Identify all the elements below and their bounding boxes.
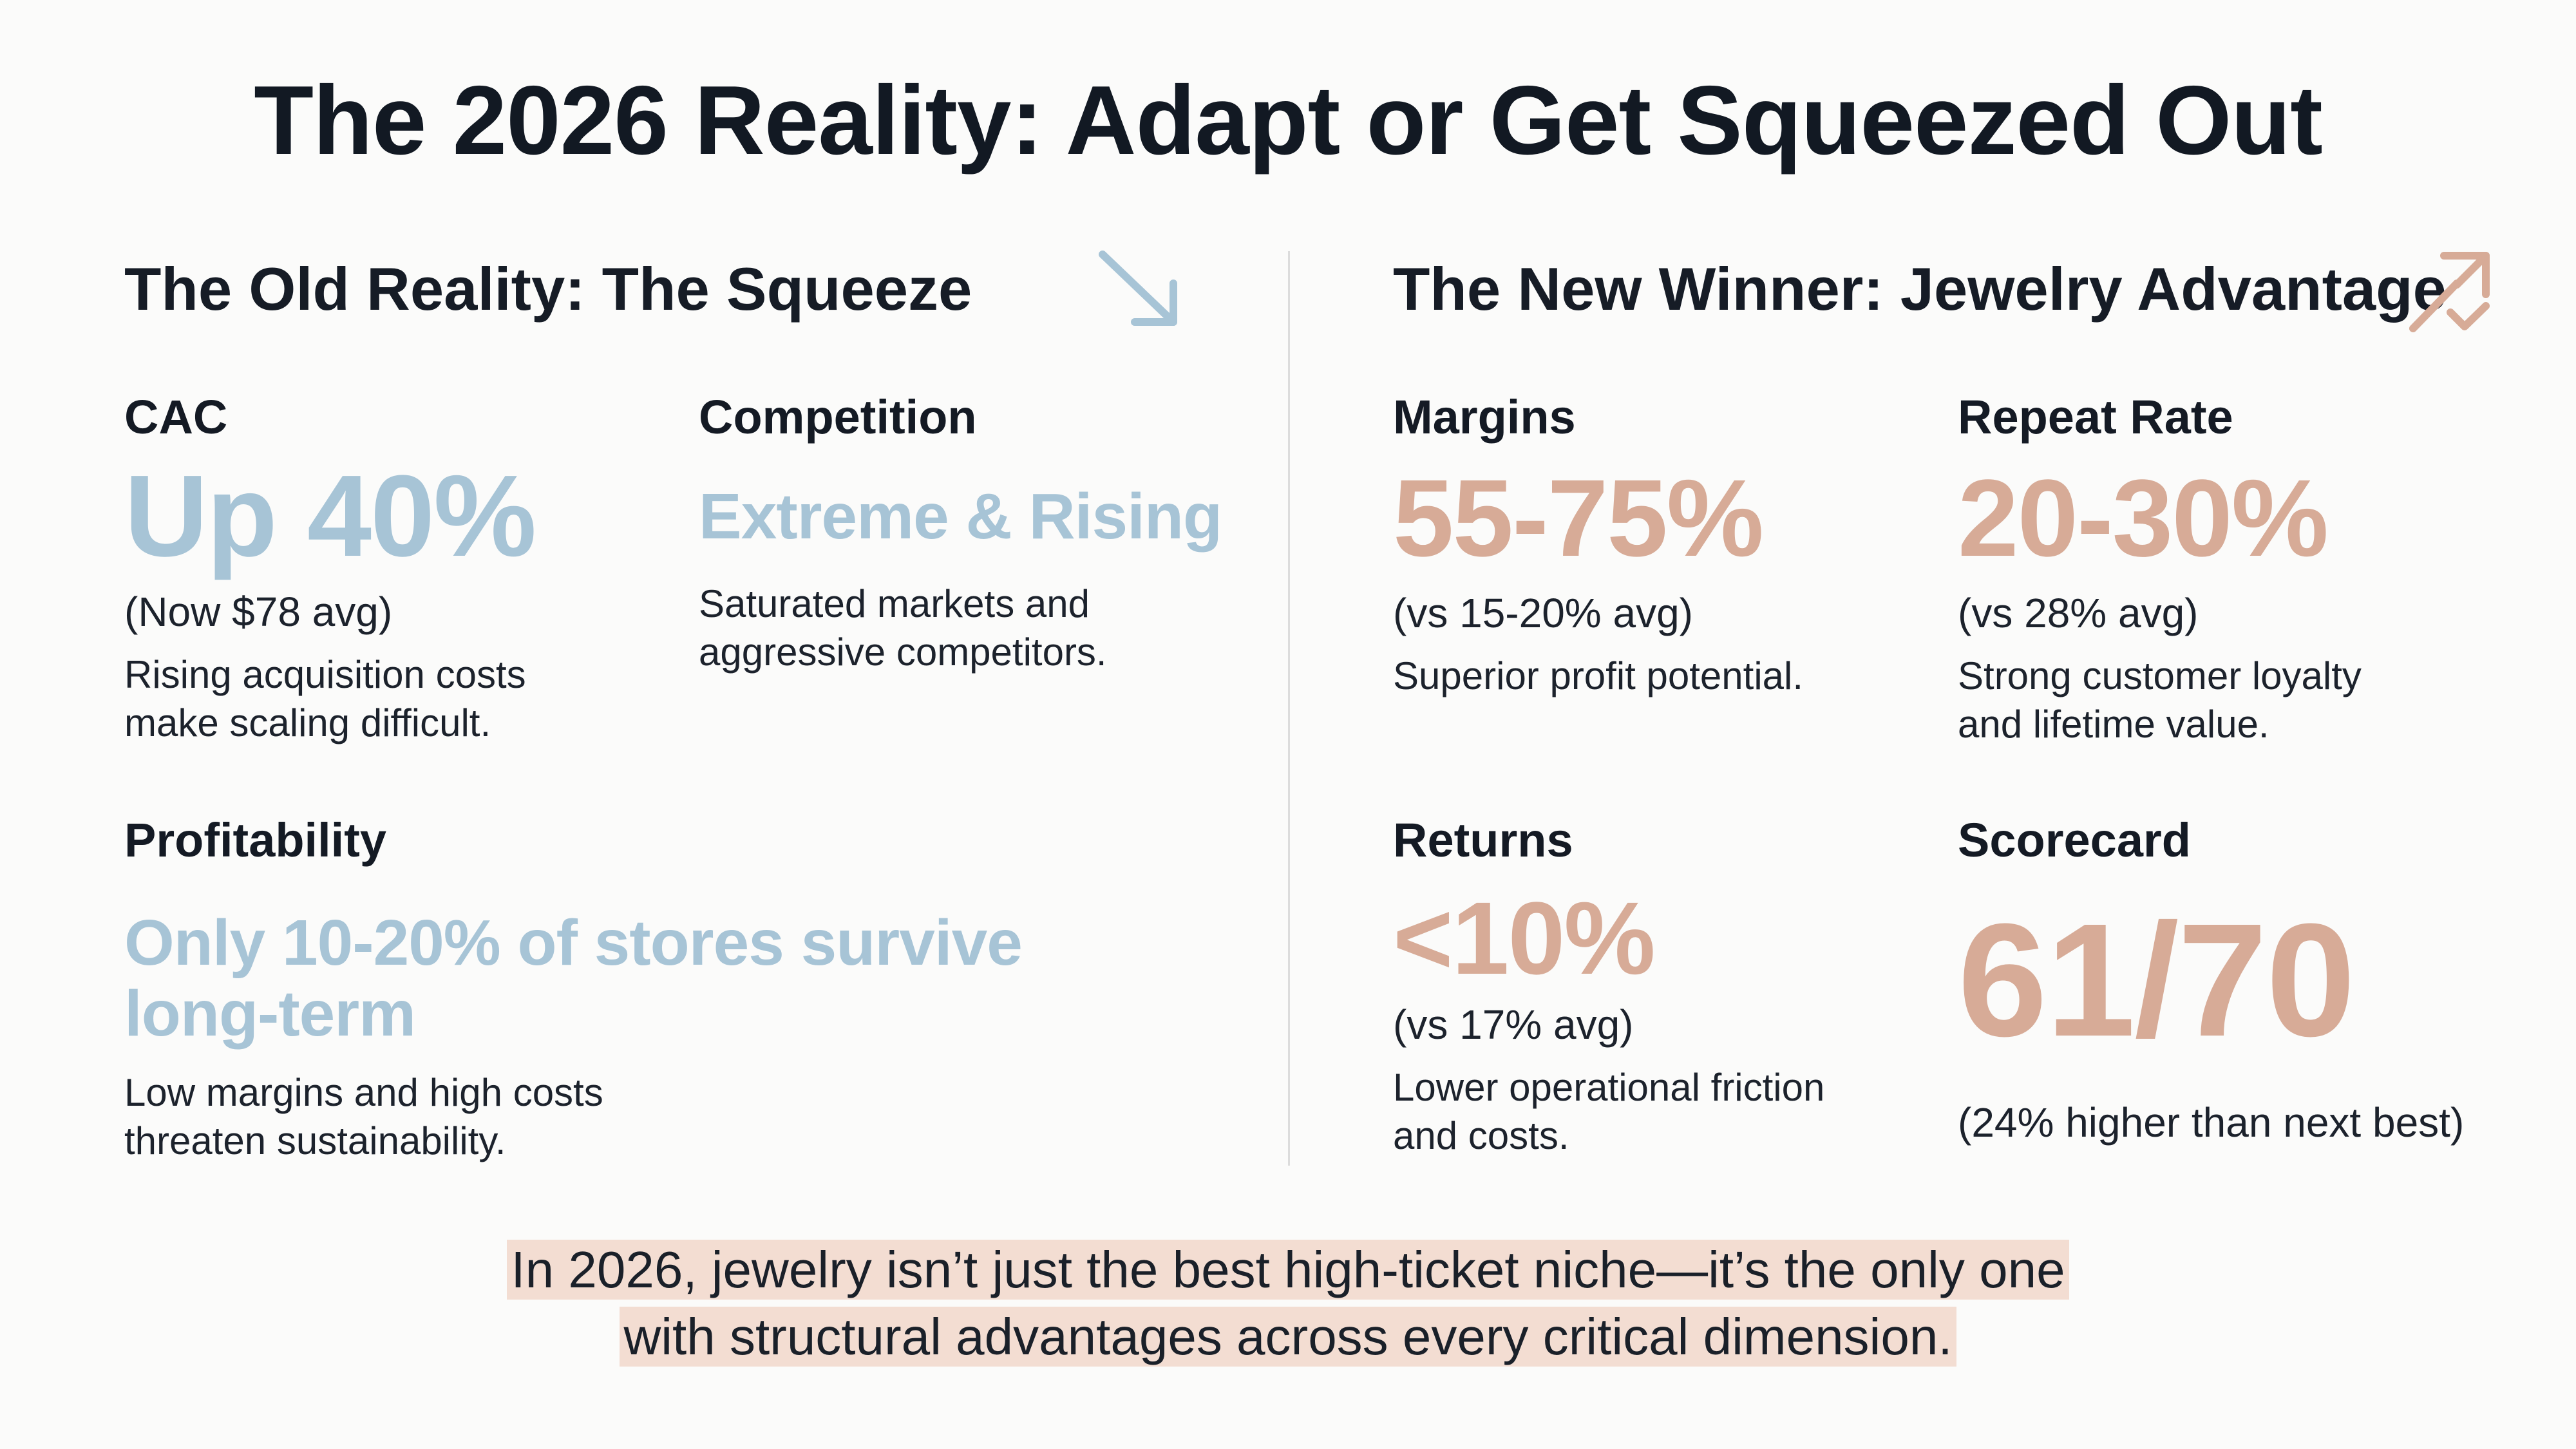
description-line: make scaling difficult.	[124, 701, 491, 744]
footer-line: with structural advantages across every …	[620, 1307, 1956, 1367]
metric-value: Only 10-20% of stores survive long-term	[124, 907, 1023, 1050]
metric-sub: (vs 28% avg)	[1958, 590, 2199, 636]
metric-value: Extreme & Rising	[699, 480, 1222, 553]
metric-cac: CAC Up 40% (Now $78 avg) Rising acquisit…	[124, 390, 536, 747]
metric-margins: Margins 55-75% (vs 15-20% avg) Superior …	[1393, 390, 1803, 700]
metric-competition: Competition Extreme & Rising Saturated m…	[699, 390, 1222, 676]
description-line: Superior profit potential.	[1393, 654, 1804, 697]
metric-label: Scorecard	[1958, 813, 2191, 867]
description-line: Rising acquisition costs	[124, 652, 526, 696]
old-reality-heading: The Old Reality: The Squeeze	[124, 255, 972, 323]
metric-description: Low margins and high costs threaten sust…	[124, 1068, 1022, 1165]
footer-line: In 2026, jewelry isn’t just the best hig…	[507, 1240, 2069, 1300]
column-divider	[1288, 251, 1290, 1166]
description-line: and lifetime value.	[1958, 702, 2269, 746]
description-line: Strong customer loyalty	[1958, 654, 2362, 697]
arrow-down-right-icon	[1099, 251, 1177, 326]
metric-value: 61/70	[1958, 890, 2356, 1070]
value-line: Only 10-20% of stores survive	[124, 907, 1023, 979]
metric-label: Repeat Rate	[1958, 390, 2233, 444]
footer-statement: In 2026, jewelry isn’t just the best hig…	[0, 1236, 2576, 1370]
description-line: Lower operational friction	[1393, 1065, 1825, 1109]
description-line: and costs.	[1393, 1113, 1569, 1157]
metric-value: <10%	[1393, 880, 1656, 996]
metric-sub: (vs 17% avg)	[1393, 1001, 1634, 1048]
metric-description: Superior profit potential.	[1393, 652, 1803, 700]
new-winner-heading: The New Winner: Jewelry Advantage	[1393, 255, 2447, 323]
metric-label: Margins	[1393, 390, 1576, 444]
metric-sub: (24% higher than next best)	[1958, 1099, 2465, 1146]
description-line: Low margins and high costs	[124, 1071, 603, 1114]
page-title: The 2026 Reality: Adapt or Get Squeezed …	[254, 66, 2323, 175]
description-line: threaten sustainability.	[124, 1119, 506, 1162]
value-line: long-term	[124, 978, 416, 1050]
trending-up-icon	[2409, 252, 2490, 332]
metric-sub: (vs 15-20% avg)	[1393, 590, 1693, 636]
metric-sub: (Now $78 avg)	[124, 589, 393, 635]
description-line: Saturated markets and	[699, 582, 1090, 625]
metric-description: Strong customer loyalty and lifetime val…	[1958, 652, 2362, 748]
metric-scorecard: Scorecard 61/70 (24% higher than next be…	[1958, 813, 2464, 1147]
metric-label: CAC	[124, 390, 228, 444]
metric-label: Returns	[1393, 813, 1573, 867]
metric-label: Competition	[699, 390, 977, 444]
metric-description: Saturated markets and aggressive competi…	[699, 580, 1222, 676]
metric-value: 20-30%	[1958, 457, 2329, 580]
metric-label: Profitability	[124, 813, 387, 867]
metric-returns: Returns <10% (vs 17% avg) Lower operatio…	[1393, 813, 1824, 1160]
metric-description: Lower operational friction and costs.	[1393, 1063, 1824, 1160]
metric-value: 55-75%	[1393, 457, 1764, 580]
description-line: aggressive competitors.	[699, 630, 1107, 674]
metric-description: Rising acquisition costs make scaling di…	[124, 650, 535, 747]
metric-value: Up 40%	[124, 451, 536, 581]
metric-profitability: Profitability Only 10-20% of stores surv…	[124, 813, 1023, 1165]
metric-repeat-rate: Repeat Rate 20-30% (vs 28% avg) Strong c…	[1958, 390, 2362, 748]
